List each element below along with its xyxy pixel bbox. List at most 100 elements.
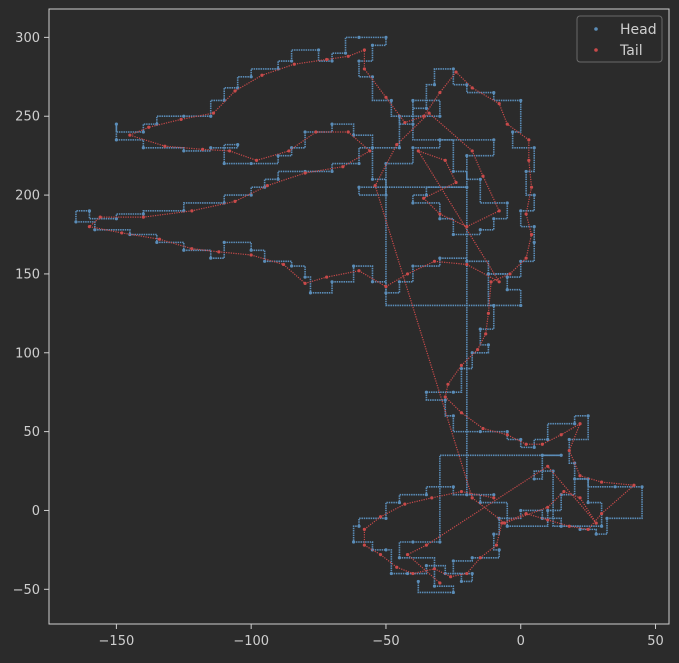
- tail-trail-segment: [288, 131, 317, 152]
- head-trail-segment: [88, 210, 117, 220]
- tail-trail-segment: [364, 516, 381, 530]
- tail-trail-segment: [434, 260, 467, 266]
- head-trail-segment: [412, 99, 441, 117]
- tail-trail-segment: [407, 544, 427, 556]
- head-trail-segment: [264, 260, 293, 267]
- head-trail-segment: [385, 281, 401, 294]
- head-trail-segment: [472, 344, 490, 354]
- head-trail-segment: [385, 147, 414, 165]
- head-trail-segment: [353, 265, 374, 282]
- y-tick-label: 100: [15, 346, 40, 361]
- head-trail-segment: [358, 61, 373, 78]
- y-tick-label: 0: [32, 504, 40, 519]
- head-trail-segment: [452, 486, 494, 496]
- head-trail-segment: [412, 100, 494, 141]
- tail-trail-segment: [525, 187, 533, 215]
- x-tick-label: −150: [99, 634, 135, 649]
- head-trail-segment: [371, 76, 392, 102]
- head-trail-segment: [472, 549, 500, 559]
- tail-trail-segment: [490, 273, 511, 283]
- tail-trail-segment: [213, 90, 236, 114]
- head-trail-segment: [332, 266, 355, 283]
- tail-trail-segment: [439, 213, 468, 228]
- head-trail-segment: [493, 518, 500, 535]
- head-trail-segment: [444, 400, 454, 417]
- head-trail-segment: [75, 210, 90, 222]
- tail-trail-segment: [568, 423, 581, 451]
- head-trail-segment: [305, 124, 333, 133]
- tail-trail-segment: [148, 118, 182, 128]
- head-trail-segment: [332, 123, 355, 136]
- head-trail-segment: [317, 50, 333, 62]
- head-trail-segment: [359, 186, 468, 495]
- head-trail-segment: [569, 415, 589, 441]
- head-trail-segment: [398, 541, 413, 558]
- head-trail-segment: [209, 99, 225, 117]
- tail-trail-segment: [234, 185, 268, 202]
- tail-trail-segment: [542, 434, 562, 445]
- tail-trail-segment: [256, 150, 290, 161]
- tail-trail-segment: [579, 497, 597, 524]
- legend-tail-label: Tail: [619, 43, 643, 59]
- tail-trail-segment: [396, 566, 414, 575]
- head-trail-segment: [344, 36, 359, 54]
- tail-trail-segment: [342, 150, 371, 168]
- head-trail-segment: [492, 92, 521, 102]
- tail-trail-segment: [444, 160, 457, 183]
- tail-trail-segment: [461, 490, 494, 499]
- head-trail-segment: [466, 139, 495, 157]
- head-trail-segment: [372, 37, 387, 47]
- head-trail-segment: [434, 585, 455, 593]
- tail-trail-segment: [234, 74, 263, 92]
- tail-trail-segment: [326, 270, 360, 278]
- head-trail-segment: [466, 493, 482, 503]
- head-trail-segment: [417, 581, 454, 594]
- tail-trail-segment: [294, 58, 327, 65]
- x-tick-label: 0: [517, 634, 525, 649]
- tail-trail-segment: [485, 313, 489, 334]
- tail-trail-segment: [385, 273, 408, 288]
- head-trail-segment: [493, 202, 509, 220]
- tail-trail-segment: [191, 248, 219, 253]
- tail-trail-segment: [477, 333, 487, 350]
- tail-trail-segment: [471, 87, 500, 105]
- tail-trail-segment: [482, 175, 500, 212]
- head-trail-segment: [507, 288, 522, 306]
- head-trail-segment: [372, 178, 387, 196]
- head-trail-segment: [399, 556, 436, 587]
- legend-head-marker: [594, 27, 598, 31]
- tail-trail-segment: [547, 465, 597, 524]
- tail-trail-segment: [164, 145, 203, 150]
- tail-trail-segment: [380, 554, 398, 568]
- tail-trail-segment: [385, 96, 406, 123]
- tail-trail-segment: [396, 112, 430, 146]
- head-trail-segment: [552, 471, 602, 528]
- head-trail-segment: [223, 194, 252, 203]
- head-trail-segment: [412, 258, 441, 267]
- head-trail-segment: [573, 463, 589, 480]
- head-trail-segment: [533, 470, 554, 479]
- head-trail-segment: [426, 564, 447, 574]
- tail-trail-segment: [261, 63, 295, 76]
- head-trail-segment: [519, 210, 535, 228]
- x-tick-label: 50: [647, 634, 664, 649]
- head-trail-segment: [412, 139, 441, 149]
- head-trail-segment: [453, 229, 482, 236]
- head-trail-segment: [452, 415, 481, 433]
- tail-trail-segment: [191, 200, 236, 212]
- tail-point: [201, 147, 205, 151]
- head-trail-segment: [461, 573, 474, 583]
- legend: Head Tail: [576, 15, 663, 63]
- head-trail-segment: [425, 83, 435, 109]
- head-trail-segment: [452, 68, 467, 86]
- tail-trail-segment: [466, 210, 500, 228]
- tail-trail-segment: [363, 68, 387, 98]
- head-trail-segment: [331, 162, 359, 172]
- head-trail-segment: [466, 84, 494, 94]
- tail-trail-segment: [417, 150, 500, 283]
- x-axis-ticks: −150 −100 −50 0 50: [99, 624, 664, 649]
- head-trail-segment: [250, 186, 265, 196]
- tail-trail-segment: [423, 181, 457, 199]
- head-trail-segment: [573, 415, 589, 424]
